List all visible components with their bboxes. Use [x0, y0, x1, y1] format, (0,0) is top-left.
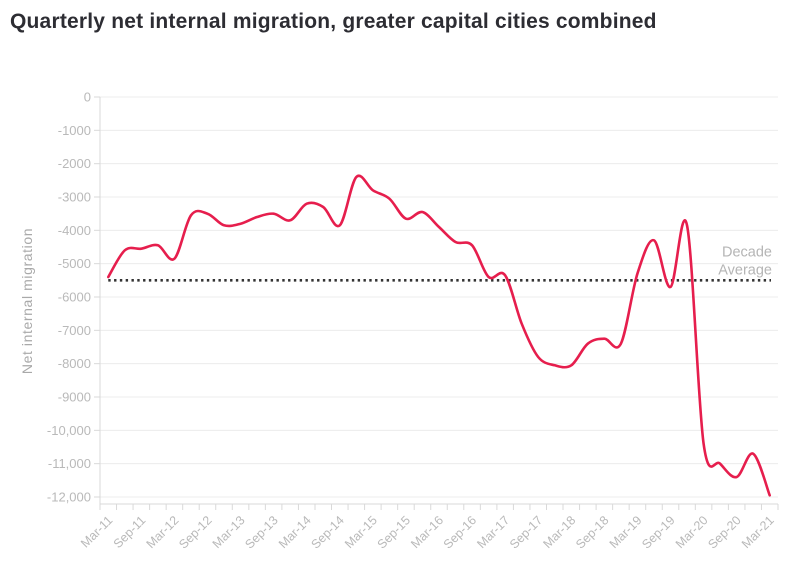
y-tick-label: -2000 — [58, 156, 91, 171]
x-tick-label: Sep-16 — [441, 513, 479, 551]
x-tick-label: Sep-19 — [639, 513, 677, 551]
x-tick-label: Mar-17 — [474, 513, 512, 551]
y-tick-label: -3000 — [58, 190, 91, 205]
x-tick-label: Mar-13 — [210, 513, 248, 551]
x-tick-label: Mar-11 — [78, 513, 115, 550]
y-tick-label: 0 — [84, 90, 91, 105]
data-series — [107, 174, 771, 497]
y-tick-label: -6000 — [58, 290, 91, 305]
x-tick-label: Sep-15 — [375, 513, 413, 551]
x-tick-label: Mar-21 — [739, 513, 777, 551]
y-tick-label: -8000 — [58, 356, 91, 371]
x-tick-label: Sep-11 — [111, 513, 149, 551]
decade-average-label: Average — [718, 262, 772, 278]
decade-average-label: Decade — [722, 244, 772, 260]
y-tick-label: -7000 — [58, 323, 91, 338]
decade-average-reference: Decade Average — [108, 244, 772, 282]
gridlines — [100, 96, 778, 498]
x-tick-label: Sep-17 — [507, 513, 545, 551]
chart-title: Quarterly net internal migration, greate… — [10, 10, 657, 33]
y-tick-label: -9000 — [58, 390, 91, 405]
y-tick-label: -11,000 — [48, 456, 91, 471]
x-tick-label: Mar-14 — [276, 513, 314, 551]
y-tick-label: -1000 — [58, 123, 91, 138]
axes — [94, 96, 779, 510]
x-tick-label: Sep-20 — [705, 513, 743, 551]
x-tick-label: Mar-15 — [342, 513, 380, 551]
y-tick-label: -5000 — [58, 256, 91, 271]
x-tick-label: Sep-12 — [176, 513, 214, 551]
x-tick-label: Sep-18 — [573, 513, 611, 551]
x-tick-label: Mar-19 — [607, 513, 645, 551]
x-tick-label: Mar-20 — [673, 513, 711, 551]
y-tick-label: -10,000 — [47, 423, 91, 438]
net-internal-migration-line — [107, 174, 771, 497]
x-tick-labels: Mar-11Sep-11Mar-12Sep-12Mar-13Sep-13Mar-… — [78, 513, 777, 551]
x-tick-label: Mar-18 — [541, 513, 579, 551]
x-tick-label: Sep-14 — [308, 513, 346, 551]
y-tick-labels: 0 -1000 -2000 -3000 -4000 -5000 -6000 -7000 -800… — [47, 90, 91, 505]
x-tick-label: Mar-12 — [144, 513, 182, 551]
y-tick-label: -12,000 — [47, 490, 91, 505]
y-tick-label: -4000 — [58, 223, 91, 238]
x-tick-label: Mar-16 — [408, 513, 446, 551]
x-tick-label: Sep-13 — [242, 513, 280, 551]
